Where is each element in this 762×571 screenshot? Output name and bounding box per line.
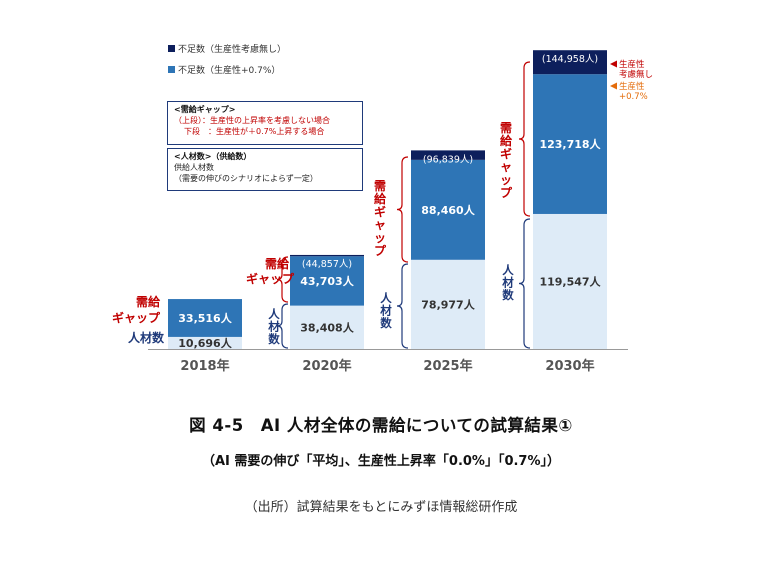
figure-source: （出所）試算結果をもとにみずほ情報総研作成: [244, 500, 518, 515]
data-label: (144,958人): [542, 54, 598, 65]
supply-label-2030: 人材数: [502, 263, 514, 302]
data-label: (44,857人): [302, 259, 352, 270]
note-no-productivity: 考慮無し: [619, 69, 653, 80]
bar-segment: [290, 305, 364, 349]
legend-item-productivity: 不足数（生産性+0.7%）: [168, 63, 280, 76]
gap-brace-2020: [276, 256, 289, 303]
gap-brace-2025: [396, 156, 409, 263]
note-productivity: +0.7%: [619, 92, 648, 102]
supply-box-line1: 供給人材数: [174, 163, 214, 172]
gap-label-2020-b: ギャップ: [246, 271, 295, 286]
stacked-bar-chart: 10,696人 33,516人 2018年 38,408人 43,703人 (44,857…: [112, 50, 653, 374]
gap-label-2030: 需給ギャップ: [500, 121, 513, 200]
supply-brace-2030: [518, 218, 531, 349]
x-tick-label: 2030年: [545, 358, 594, 374]
data-label: 88,460人: [421, 203, 475, 217]
bar-segment: [411, 259, 485, 349]
bar-segment: [411, 150, 485, 160]
data-label: 38,408人: [300, 320, 354, 334]
figure-title: 図 4-5 AI 人材全体の需給についての試算結果①: [189, 416, 573, 435]
x-tick-label: 2025年: [423, 358, 472, 374]
legend-label: 不足数（生産性+0.7%）: [178, 66, 281, 76]
supply-label-2020: 人材数: [268, 307, 280, 346]
data-label: 43,703人: [300, 274, 354, 288]
note-productivity: 生産性: [619, 81, 645, 92]
supply-brace-2025: [396, 263, 409, 349]
gap-label-2018: 需給: [136, 294, 161, 309]
x-tick-label: 2020年: [302, 358, 351, 374]
bar-segment: [411, 159, 485, 260]
gap-box-line2: 下段 ：生産性が＋0.7%上昇する場合: [184, 127, 325, 136]
data-label: 78,977人: [421, 297, 475, 311]
supply-box-line2: （需要の伸びのシナリオによらず一定）: [174, 174, 318, 183]
legend-swatch-dark: [168, 45, 175, 52]
legend-swatch-blue: [168, 66, 175, 73]
gap-label-2018-b: ギャップ: [112, 310, 161, 325]
legend-label: 不足数（生産性考慮無し）: [178, 45, 287, 55]
figure-subtitle: （AI 需要の伸び「平均」、生産性上昇率「0.0%」「0.7%」）: [201, 454, 561, 469]
gap-label-2025: 需給ギャップ: [374, 179, 387, 258]
data-label: 119,547人: [539, 274, 601, 288]
bar-segment: [168, 336, 242, 349]
supply-box-title: <人材数>（供給数）: [174, 152, 252, 161]
supply-brace-2020: [276, 303, 289, 349]
bar-segment: [533, 74, 607, 214]
note-no-productivity-arrow: [610, 60, 617, 68]
gap-brace-2030: [518, 61, 531, 217]
note-productivity-arrow: [610, 82, 617, 90]
note-no-productivity: 生産性: [619, 59, 645, 70]
bar-segment: [533, 50, 607, 75]
gap-label-2020-a: 需給: [265, 256, 290, 271]
bar-segment: [533, 213, 607, 349]
gap-explanation-box: <需給ギャップ> （上段）：生産性の上昇率を考慮しない場合 下段 ：生産性が＋0…: [167, 101, 363, 145]
supply-label-2018: 人材数: [128, 330, 165, 345]
bar-segment: [290, 254, 364, 257]
bar-segment: [290, 256, 364, 306]
supply-explanation-box: <人材数>（供給数） 供給人材数 （需要の伸びのシナリオによらず一定）: [167, 148, 363, 191]
data-label: 123,718人: [539, 137, 601, 151]
bar-segment: [168, 299, 242, 337]
x-tick-label: 2018年: [180, 358, 229, 374]
supply-label-2025: 人材数: [380, 291, 392, 330]
data-label: 10,696人: [178, 336, 232, 350]
data-label: 33,516人: [178, 311, 232, 325]
legend-item-no-productivity: 不足数（生産性考慮無し）: [168, 42, 286, 55]
gap-box-line1: （上段）：生産性の上昇率を考慮しない場合: [174, 116, 330, 125]
data-label: (96,839人): [423, 154, 473, 165]
gap-box-title: <需給ギャップ>: [174, 105, 236, 114]
